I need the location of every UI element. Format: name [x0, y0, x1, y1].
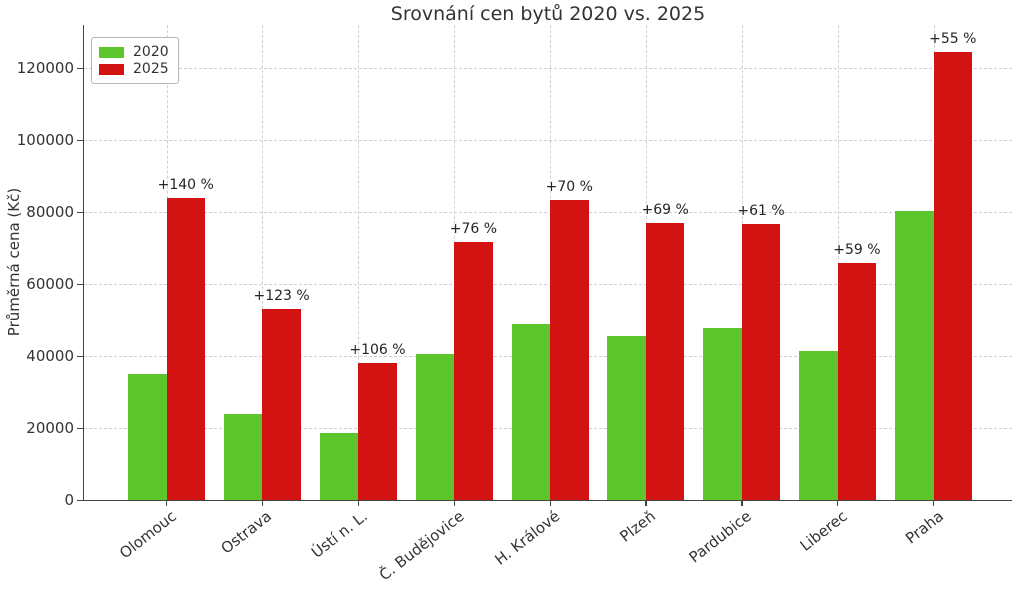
- y-gridline-120000: [84, 68, 1012, 70]
- x-tick-label-praha: Praha: [901, 507, 947, 548]
- bar-2025-usti-n-l: [358, 362, 397, 500]
- x-gridline-ostrava: [262, 25, 264, 500]
- y-gridline-80000: [84, 212, 1012, 214]
- bar-2020-olomouc: [128, 374, 167, 500]
- legend-swatch-2025: [99, 63, 124, 75]
- x-tick-label-liberec: Liberec: [796, 507, 851, 555]
- y-tick-label-100000: 100000: [16, 131, 74, 150]
- y-tick-label-120000: 120000: [16, 59, 74, 78]
- legend-item-2025: 2025: [99, 61, 169, 77]
- legend-swatch-2020: [99, 46, 124, 58]
- x-tick-label-plzen: Plzeň: [616, 507, 659, 546]
- y-tick-label-80000: 80000: [26, 203, 74, 222]
- x-tick-plzen: [645, 501, 647, 506]
- bar-2025-praha: [933, 51, 972, 500]
- bar-2025-ostrava: [262, 309, 301, 500]
- bar-2020-praha: [895, 211, 934, 500]
- y-tick-80000: [77, 211, 83, 213]
- pct-label-usti-n-l: +106 %: [349, 341, 406, 358]
- bar-2020-c-budejovice: [415, 353, 455, 500]
- bar-2025-c-budejovice: [454, 242, 493, 500]
- legend-item-2020: 2020: [99, 44, 169, 60]
- pct-label-h-kralove: +70 %: [545, 179, 593, 196]
- bar-2025-olomouc: [166, 197, 205, 500]
- x-tick-usti-n-l: [357, 501, 360, 506]
- x-tick-label-pardubice: Pardubice: [685, 507, 755, 567]
- bar-2020-usti-n-l: [319, 433, 359, 500]
- plot-area: [84, 25, 1012, 500]
- x-tick-liberec: [837, 501, 839, 506]
- y-tick-label-40000: 40000: [26, 347, 74, 366]
- x-tick-pardubice: [741, 501, 743, 506]
- pct-label-plzen: +69 %: [641, 202, 689, 219]
- x-tick-label-c-budejovice: Č. Budějovice: [375, 507, 468, 585]
- bar-2020-liberec: [799, 350, 838, 500]
- pct-label-praha: +55 %: [929, 30, 977, 47]
- x-tick-olomouc: [166, 501, 168, 506]
- x-gridline-usti-n-l: [358, 25, 360, 500]
- pct-label-liberec: +59 %: [833, 241, 881, 258]
- y-axis-spine: [83, 25, 85, 501]
- x-axis-spine: [83, 499, 1012, 501]
- bar-2025-plzen: [645, 223, 685, 500]
- x-tick-label-ostrava: Ostrava: [217, 507, 276, 558]
- x-tick-ostrava: [261, 501, 264, 506]
- y-gridline-60000: [84, 284, 1012, 286]
- y-gridline-100000: [84, 140, 1012, 142]
- x-tick-praha: [933, 501, 935, 506]
- y-tick-0: [77, 499, 83, 501]
- chart-title: Srovnání cen bytů 2020 vs. 2025: [390, 3, 706, 25]
- y-tick-label-20000: 20000: [26, 419, 74, 438]
- y-tick-100000: [77, 139, 83, 141]
- pct-label-olomouc: +140 %: [157, 176, 214, 193]
- pct-label-ostrava: +123 %: [253, 288, 310, 305]
- pct-label-c-budejovice: +76 %: [449, 221, 498, 238]
- legend-label-2025: 2025: [133, 61, 169, 77]
- bar-2025-h-kralove: [550, 200, 589, 500]
- bar-2025-liberec: [837, 262, 877, 500]
- y-tick-120000: [77, 67, 83, 69]
- bar-2020-pardubice: [703, 328, 742, 500]
- x-tick-label-h-kralove: H. Králové: [491, 507, 564, 569]
- bar-2025-pardubice: [741, 223, 781, 500]
- y-tick-60000: [77, 283, 83, 285]
- y-tick-20000: [77, 427, 83, 429]
- bar-2020-ostrava: [223, 414, 263, 500]
- y-tick-label-60000: 60000: [26, 275, 74, 294]
- x-tick-label-usti-n-l: Ústí n. L.: [308, 507, 372, 562]
- bar-2020-plzen: [607, 336, 646, 500]
- y-tick-40000: [77, 355, 83, 357]
- pct-label-pardubice: +61 %: [737, 202, 785, 219]
- legend-label-2020: 2020: [133, 44, 169, 60]
- legend: 2020 2025: [91, 37, 179, 84]
- x-tick-h-kralove: [549, 501, 551, 506]
- x-tick-label-olomouc: Olomouc: [115, 507, 180, 563]
- y-tick-label-0: 0: [64, 491, 74, 509]
- bar-2020-h-kralove: [511, 323, 550, 500]
- x-tick-c-budejovice: [453, 501, 455, 506]
